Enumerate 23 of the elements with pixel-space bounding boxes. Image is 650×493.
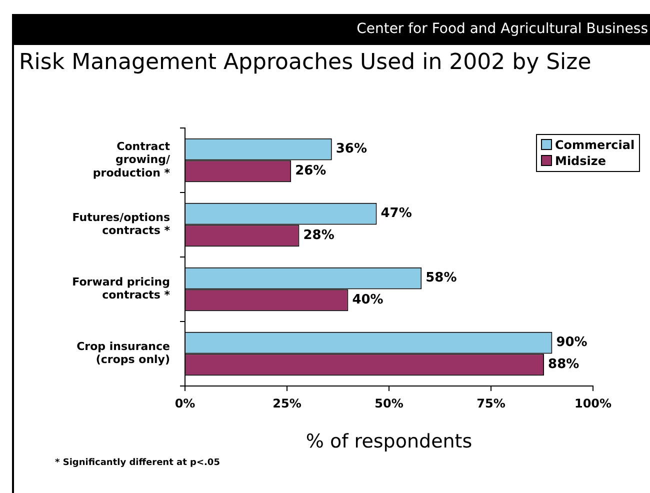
x-tick-label: 75%	[476, 396, 506, 410]
text: * Significantly different at p<.05	[55, 458, 220, 468]
y-tick-label: Crop insurance (crops only)	[76, 340, 170, 366]
x-tick-label: 100%	[574, 396, 612, 410]
data-label: 47%	[380, 206, 412, 222]
data-label: 26%	[295, 164, 326, 179]
data-label: 58%	[426, 270, 457, 286]
data-label: 40%	[352, 292, 384, 308]
data-label: 28%	[303, 228, 334, 244]
x-tick-label: 0%	[174, 396, 196, 410]
x-axis-title: % of respondents	[306, 430, 472, 453]
y-tick-label: Futures/options contracts *	[72, 211, 170, 238]
x-tick-label: 50%	[374, 396, 404, 410]
y-tick-label: Contract growing/ production *	[92, 140, 171, 180]
legend-label: Commercial	[555, 138, 635, 152]
legend-label: Midsize	[555, 154, 606, 168]
chart-title: Risk Management Approaches Used in 2002 by Size	[19, 50, 592, 75]
y-tick-label: Forward pricing contracts *	[72, 276, 170, 302]
text: Center for Food and Agricultural Business	[356, 21, 649, 37]
data-label: 90%	[556, 335, 588, 350]
data-label: 88%	[548, 357, 580, 372]
data-label: 36%	[336, 142, 368, 157]
x-tick-label: 25%	[272, 396, 302, 410]
